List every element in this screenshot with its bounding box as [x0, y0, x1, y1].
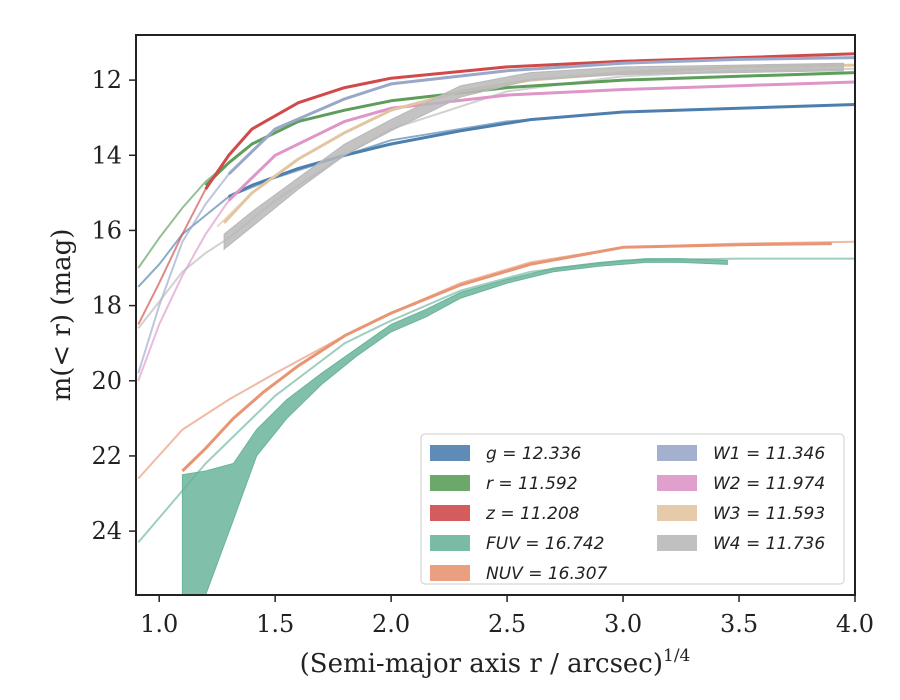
series-z-curve [204, 52, 855, 190]
legend-swatch [430, 475, 470, 491]
x-axis-title: (Semi-major axis r / arcsec)1/4 [300, 646, 691, 679]
legend-swatch [657, 505, 697, 521]
y-axis-ticks: 12 14 16 18 20 22 24 [91, 66, 136, 545]
legend-swatch [657, 445, 697, 461]
series-w3-curve [223, 63, 855, 224]
legend-swatch [657, 535, 697, 551]
legend-swatch [657, 475, 697, 491]
legend-label: W1 = 11.346 [713, 444, 825, 464]
legend-swatch [430, 565, 470, 581]
series-w1-fit-line [137, 56, 855, 374]
series-w3-fit-line [216, 64, 855, 228]
series-w4-band [223, 62, 844, 251]
series-g-curve [228, 103, 855, 198]
legend-label: W2 = 11.974 [713, 474, 825, 494]
series-r-fit-line [137, 71, 855, 269]
legend-label: W4 = 11.736 [713, 534, 825, 554]
legend-label: FUV = 16.742 [486, 534, 604, 554]
x-tick-label: 1.5 [256, 610, 294, 638]
x-tick-label: 3.0 [604, 610, 642, 638]
y-tick-label: 22 [91, 442, 122, 470]
series-w1-curve [227, 56, 855, 176]
legend-label: NUV = 16.307 [486, 564, 608, 584]
y-tick-label: 16 [91, 216, 122, 244]
legend-swatch [430, 505, 470, 521]
x-tick-label: 2.0 [372, 610, 410, 638]
legend-swatch [430, 535, 470, 551]
legend-label: W3 = 11.593 [713, 504, 825, 524]
legend-box [420, 433, 845, 585]
y-tick-label: 20 [91, 367, 122, 395]
series-fuv-band [181, 258, 728, 595]
legend-label: g = 12.336 [486, 444, 582, 464]
y-tick-label: 24 [91, 517, 122, 545]
series-nuv-curve [181, 242, 832, 473]
legend-label: z = 11.208 [485, 504, 580, 524]
x-tick-label: 2.5 [488, 610, 526, 638]
legend: g = 12.336 r = 11.592 z = 11.208 FUV = 16.7… [420, 433, 845, 585]
series-r-curve [204, 71, 855, 187]
y-tick-label: 12 [91, 66, 122, 94]
y-tick-label: 18 [91, 292, 122, 320]
legend-label: r = 11.592 [486, 474, 578, 494]
y-tick-label: 14 [91, 141, 122, 169]
legend-swatch [430, 445, 470, 461]
x-tick-label: 1.0 [140, 610, 178, 638]
x-tick-label: 4.0 [836, 610, 874, 638]
x-axis-ticks: 1.0 1.5 2.0 2.5 3.0 3.5 4.0 [140, 595, 874, 638]
x-axis-title-exponent: 1/4 [663, 646, 690, 666]
plot-content [137, 52, 855, 595]
series-w2-curve [227, 80, 855, 202]
y-axis-title: m(< r) (mag) [47, 229, 77, 402]
x-tick-label: 3.5 [720, 610, 758, 638]
x-axis-title-text: (Semi-major axis r / arcsec) [300, 649, 663, 679]
plot-frame [135, 34, 856, 596]
